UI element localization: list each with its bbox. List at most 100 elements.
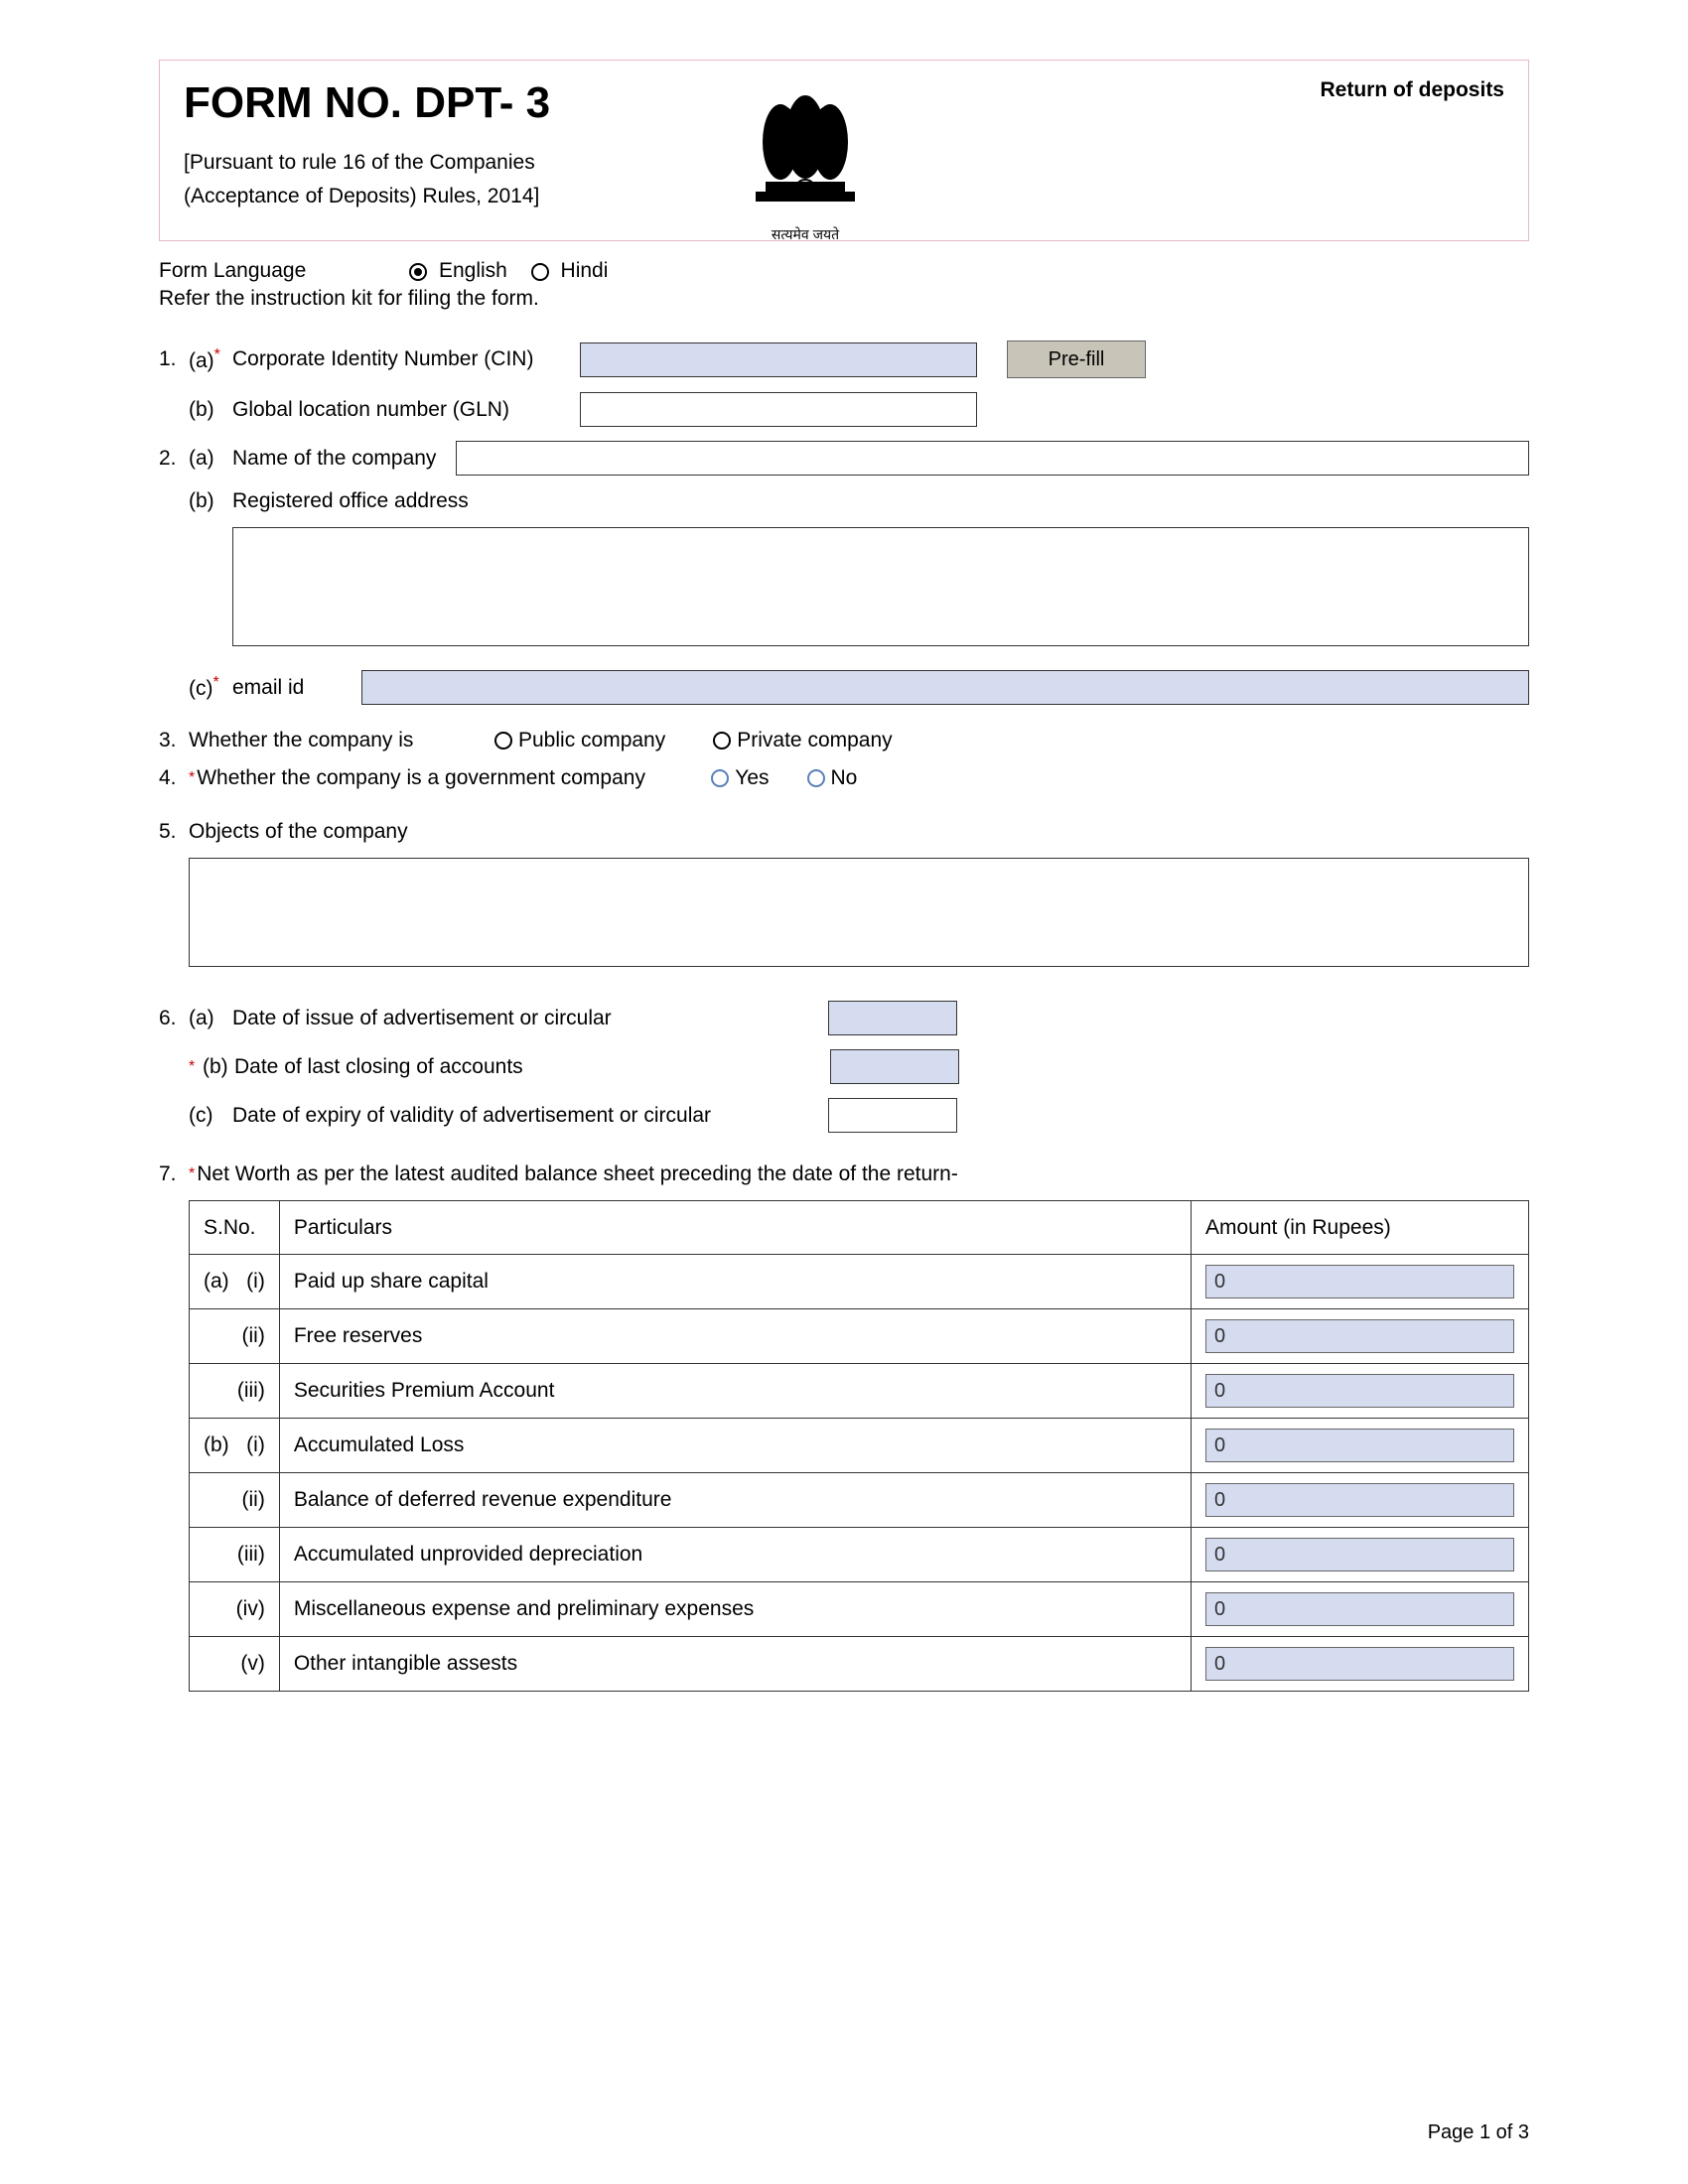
q6b-label: Date of last closing of accounts bbox=[234, 1055, 810, 1079]
q6b-row: * (b) Date of last closing of accounts bbox=[159, 1049, 1529, 1084]
q6b-sub: (b) bbox=[203, 1055, 234, 1079]
q2b-sub: (b) bbox=[189, 489, 232, 513]
q1b-label: Global location number (GLN) bbox=[232, 398, 560, 422]
date-advert-input[interactable] bbox=[828, 1001, 957, 1035]
amount-input[interactable]: 0 bbox=[1205, 1374, 1514, 1408]
cin-input[interactable] bbox=[580, 342, 977, 377]
radio-private-company[interactable] bbox=[713, 732, 731, 750]
q5-num: 5. bbox=[159, 820, 189, 844]
table-row: (ii)Balance of deferred revenue expendit… bbox=[190, 1473, 1529, 1528]
prefill-button[interactable]: Pre-fill bbox=[1007, 341, 1146, 378]
amount-input[interactable]: 0 bbox=[1205, 1592, 1514, 1626]
q4-label: Whether the company is a government comp… bbox=[197, 766, 673, 790]
email-input[interactable] bbox=[361, 670, 1529, 705]
amount-input[interactable]: 0 bbox=[1205, 1647, 1514, 1681]
q1b-sub: (b) bbox=[189, 398, 232, 422]
amount-input[interactable]: 0 bbox=[1205, 1265, 1514, 1298]
date-expiry-input[interactable] bbox=[828, 1098, 957, 1133]
date-closing-input[interactable] bbox=[830, 1049, 959, 1084]
col-sno-header: S.No. bbox=[190, 1201, 280, 1255]
cell-particulars: Paid up share capital bbox=[279, 1255, 1191, 1309]
cell-amount: 0 bbox=[1192, 1582, 1529, 1637]
q2a-row: 2. (a) Name of the company bbox=[159, 441, 1529, 476]
q7-label: Net Worth as per the latest audited bala… bbox=[197, 1162, 958, 1186]
q6c-sub: (c) bbox=[189, 1104, 232, 1128]
cell-particulars: Balance of deferred revenue expenditure bbox=[279, 1473, 1191, 1528]
radio-english[interactable] bbox=[409, 263, 427, 281]
networth-table: S.No. Particulars Amount (in Rupees) (a)… bbox=[189, 1200, 1529, 1692]
q2c-label: email id bbox=[232, 676, 342, 700]
q1a-sub: (a)* bbox=[189, 346, 232, 373]
emblem-motto: सत्यमेव जयते bbox=[726, 225, 885, 244]
q6c-label: Date of expiry of validity of advertisem… bbox=[232, 1104, 808, 1128]
cell-amount: 0 bbox=[1192, 1473, 1529, 1528]
q2c-row: (c)* email id bbox=[159, 670, 1529, 705]
q6a-sub: (a) bbox=[189, 1007, 232, 1030]
q3-num: 3. bbox=[159, 729, 189, 752]
col-amount-header: Amount (in Rupees) bbox=[1192, 1201, 1529, 1255]
q2-num: 2. bbox=[159, 447, 189, 471]
cell-particulars: Miscellaneous expense and preliminary ex… bbox=[279, 1582, 1191, 1637]
cell-amount: 0 bbox=[1192, 1255, 1529, 1309]
radio-public-label: Public company bbox=[518, 729, 665, 752]
emblem-icon: सत्यमेव जयते bbox=[726, 72, 885, 244]
cell-particulars: Accumulated Loss bbox=[279, 1419, 1191, 1473]
q1-num: 1. bbox=[159, 347, 189, 371]
q2a-label: Name of the company bbox=[232, 447, 436, 471]
q2c-sub: (c)* bbox=[189, 674, 232, 701]
cell-sno: (iv) bbox=[190, 1582, 280, 1637]
cell-amount: 0 bbox=[1192, 1637, 1529, 1692]
page-number: Page 1 of 3 bbox=[1428, 2121, 1529, 2144]
instruction-text: Refer the instruction kit for filing the… bbox=[159, 287, 1529, 311]
cell-sno: (ii) bbox=[190, 1473, 280, 1528]
cell-particulars: Accumulated unprovided depreciation bbox=[279, 1528, 1191, 1582]
cell-particulars: Free reserves bbox=[279, 1309, 1191, 1364]
amount-input[interactable]: 0 bbox=[1205, 1319, 1514, 1353]
radio-govt-yes[interactable] bbox=[711, 769, 729, 787]
q6a-label: Date of issue of advertisement or circul… bbox=[232, 1007, 808, 1030]
return-of-deposits-label: Return of deposits bbox=[1320, 78, 1504, 102]
form-language-label: Form Language bbox=[159, 259, 306, 282]
cell-particulars: Other intangible assests bbox=[279, 1637, 1191, 1692]
radio-hindi[interactable] bbox=[531, 263, 549, 281]
table-row: (iii)Accumulated unprovided depreciation… bbox=[190, 1528, 1529, 1582]
amount-input[interactable]: 0 bbox=[1205, 1429, 1514, 1462]
radio-yes-label: Yes bbox=[735, 766, 769, 790]
q2b-row: (b) Registered office address bbox=[159, 489, 1529, 513]
table-row: (v)Other intangible assests 0 bbox=[190, 1637, 1529, 1692]
cell-amount: 0 bbox=[1192, 1419, 1529, 1473]
registered-address-input[interactable] bbox=[232, 527, 1529, 646]
cell-amount: 0 bbox=[1192, 1528, 1529, 1582]
cell-sno: (a) (i) bbox=[190, 1255, 280, 1309]
q1a-label: Corporate Identity Number (CIN) bbox=[232, 347, 560, 371]
cell-sno: (iii) bbox=[190, 1528, 280, 1582]
table-row: (iv)Miscellaneous expense and preliminar… bbox=[190, 1582, 1529, 1637]
amount-input[interactable]: 0 bbox=[1205, 1538, 1514, 1571]
cell-sno: (ii) bbox=[190, 1309, 280, 1364]
q7-num: 7. bbox=[159, 1162, 189, 1186]
table-row: (b) (i)Accumulated Loss 0 bbox=[190, 1419, 1529, 1473]
language-row: Form Language English Hindi bbox=[159, 259, 1529, 283]
cell-sno: (b) (i) bbox=[190, 1419, 280, 1473]
q6-num: 6. bbox=[159, 1007, 189, 1030]
amount-input[interactable]: 0 bbox=[1205, 1483, 1514, 1517]
gln-input[interactable] bbox=[580, 392, 977, 427]
q4-num: 4. bbox=[159, 766, 189, 790]
q5-label: Objects of the company bbox=[189, 820, 408, 844]
cell-sno: (iii) bbox=[190, 1364, 280, 1419]
objects-input[interactable] bbox=[189, 858, 1529, 967]
q6a-row: 6. (a) Date of issue of advertisement or… bbox=[159, 1001, 1529, 1035]
company-name-input[interactable] bbox=[456, 441, 1529, 476]
form-header: FORM NO. DPT- 3 [Pursuant to rule 16 of … bbox=[159, 60, 1529, 241]
radio-private-label: Private company bbox=[737, 729, 892, 752]
radio-public-company[interactable] bbox=[494, 732, 512, 750]
q5-row: 5. Objects of the company bbox=[159, 820, 1529, 844]
q1a-row: 1. (a)* Corporate Identity Number (CIN) … bbox=[159, 341, 1529, 378]
radio-hindi-label: Hindi bbox=[561, 259, 609, 282]
radio-govt-no[interactable] bbox=[807, 769, 825, 787]
cell-amount: 0 bbox=[1192, 1309, 1529, 1364]
table-row: (ii)Free reserves 0 bbox=[190, 1309, 1529, 1364]
cell-sno: (v) bbox=[190, 1637, 280, 1692]
q7-row: 7. * Net Worth as per the latest audited… bbox=[159, 1162, 1529, 1186]
table-row: (iii)Securities Premium Account0 bbox=[190, 1364, 1529, 1419]
